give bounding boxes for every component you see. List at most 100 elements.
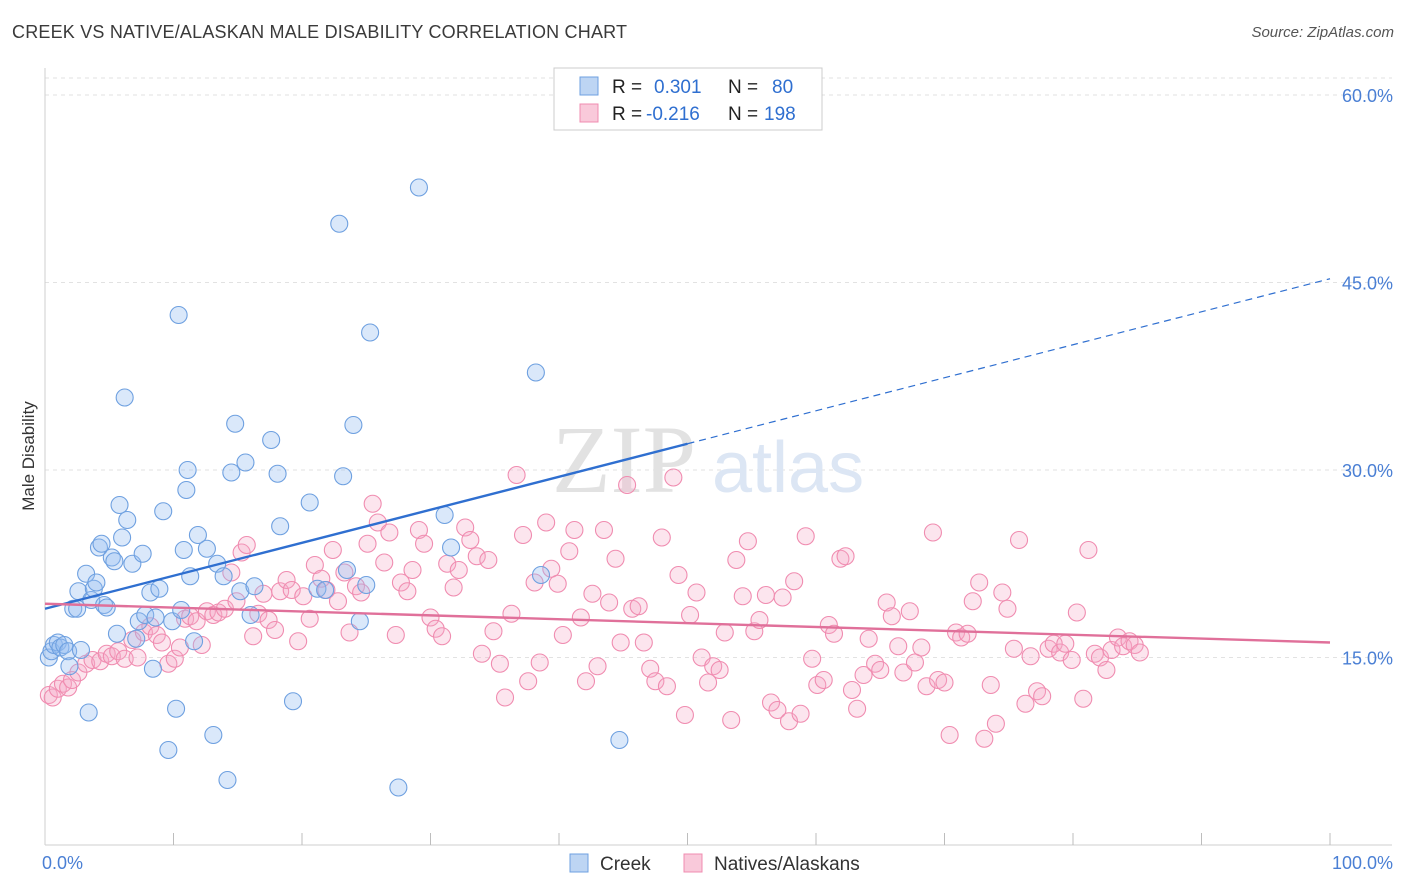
x-tick-labels: 0.0% 100.0% [42, 853, 1393, 873]
creek-point-44 [177, 480, 196, 500]
natives-point-165 [993, 583, 1012, 602]
natives-point-44 [294, 587, 313, 606]
bottom-legend: Creek Natives/Alaskans [569, 853, 860, 875]
creek-point-24 [110, 495, 129, 515]
x-tick-label-0: 0.0% [42, 853, 83, 873]
natives-point-55 [358, 534, 377, 553]
creek-point-73 [361, 323, 380, 342]
bottom-legend-creek: Creek [600, 854, 651, 875]
natives-point-145 [877, 593, 896, 612]
natives-point-169 [1016, 694, 1035, 713]
natives-point-137 [831, 549, 850, 568]
natives-point-56 [363, 494, 382, 513]
creek-point-63 [283, 692, 303, 711]
natives-point-149 [900, 602, 919, 621]
source-label: Source: ZipAtlas.com [1251, 24, 1394, 41]
natives-point-136 [824, 624, 844, 643]
x-tick-label-1: 100.0% [1332, 853, 1393, 873]
natives-point-162 [975, 729, 994, 748]
creek-point-69 [337, 560, 357, 580]
legend-r-label-natives: R = [612, 104, 642, 125]
natives-point-89 [553, 625, 572, 645]
natives-point-98 [606, 549, 625, 568]
gridlines [45, 77, 1392, 658]
natives-point-34 [237, 535, 256, 555]
creek-point-18 [92, 534, 111, 553]
natives-point-107 [657, 677, 676, 696]
natives-point-103 [634, 633, 653, 652]
creek-point-26 [115, 388, 134, 407]
natives-point-112 [687, 583, 706, 602]
natives-point-21 [165, 649, 184, 668]
natives-point-59 [380, 523, 399, 542]
natives-point-90 [560, 542, 579, 561]
natives-point-126 [768, 700, 787, 720]
legend-swatch-natives [579, 103, 599, 123]
creek-point-71 [350, 612, 369, 631]
natives-point-73 [461, 530, 480, 550]
creek-point-47 [185, 632, 204, 651]
watermark: ZIP atlas [552, 406, 864, 513]
creek-trendline-extension [687, 278, 1331, 445]
natives-point-110 [675, 705, 694, 725]
natives-point-91 [565, 520, 584, 540]
natives-point-82 [513, 525, 533, 545]
natives-point-134 [814, 670, 833, 690]
natives-point-163 [981, 675, 1000, 695]
natives-point-13 [115, 649, 134, 668]
legend-box-frame [553, 67, 823, 131]
natives-point-118 [722, 710, 741, 730]
creek-point-77 [442, 538, 461, 557]
natives-point-100 [618, 475, 637, 495]
creek-point-20 [97, 598, 116, 617]
creek-point-33 [141, 583, 160, 602]
natives-point-50 [328, 592, 348, 611]
natives-point-148 [894, 663, 913, 682]
creek-point-67 [330, 214, 349, 233]
natives-point-161 [970, 573, 989, 592]
natives-point-144 [871, 660, 890, 680]
natives-point-28 [204, 605, 223, 625]
natives-point-159 [958, 624, 977, 643]
creek-point-16 [87, 573, 106, 592]
natives-point-5 [62, 670, 82, 690]
natives-point-62 [398, 582, 417, 601]
natives-point-170 [1021, 647, 1040, 666]
creek-point-53 [218, 770, 237, 790]
creek-point-74 [389, 778, 408, 797]
natives-point-81 [507, 465, 526, 485]
natives-point-102 [629, 597, 648, 616]
natives-point-40 [271, 582, 290, 601]
natives-point-122 [745, 622, 764, 641]
natives-point-168 [1009, 530, 1029, 550]
natives-point-160 [963, 592, 982, 611]
chart-title: CREEK VS NATIVE/ALASKAN MALE DISABILITY … [12, 22, 628, 42]
y-tick-label-1: 30.0% [1342, 461, 1393, 481]
legend-r-value-creek: 0.301 [654, 77, 702, 98]
natives-point-131 [796, 527, 815, 546]
natives-point-39 [265, 620, 285, 640]
natives-point-147 [889, 637, 908, 656]
natives-point-146 [882, 607, 901, 626]
natives-point-78 [490, 654, 509, 673]
legend-r-value-natives: -0.216 [646, 104, 700, 125]
creek-point-22 [105, 552, 124, 571]
creek-point-41 [169, 305, 188, 325]
creek-point-66 [316, 580, 335, 600]
natives-point-153 [923, 523, 942, 542]
creek-point-23 [107, 624, 127, 643]
natives-point-150 [905, 653, 924, 672]
natives-point-41 [277, 570, 296, 590]
natives-point-156 [940, 725, 959, 745]
creek-point-40 [167, 699, 186, 718]
natives-point-105 [646, 672, 665, 691]
natives-point-49 [323, 540, 342, 560]
natives-point-167 [1004, 639, 1023, 658]
creek-point-48 [188, 525, 207, 545]
natives-point-77 [484, 622, 503, 641]
legend-n-label-creek: N = [728, 77, 758, 98]
creek-point-45 [178, 460, 197, 480]
natives-point-173 [1039, 639, 1058, 658]
creek-point-43 [174, 540, 193, 560]
